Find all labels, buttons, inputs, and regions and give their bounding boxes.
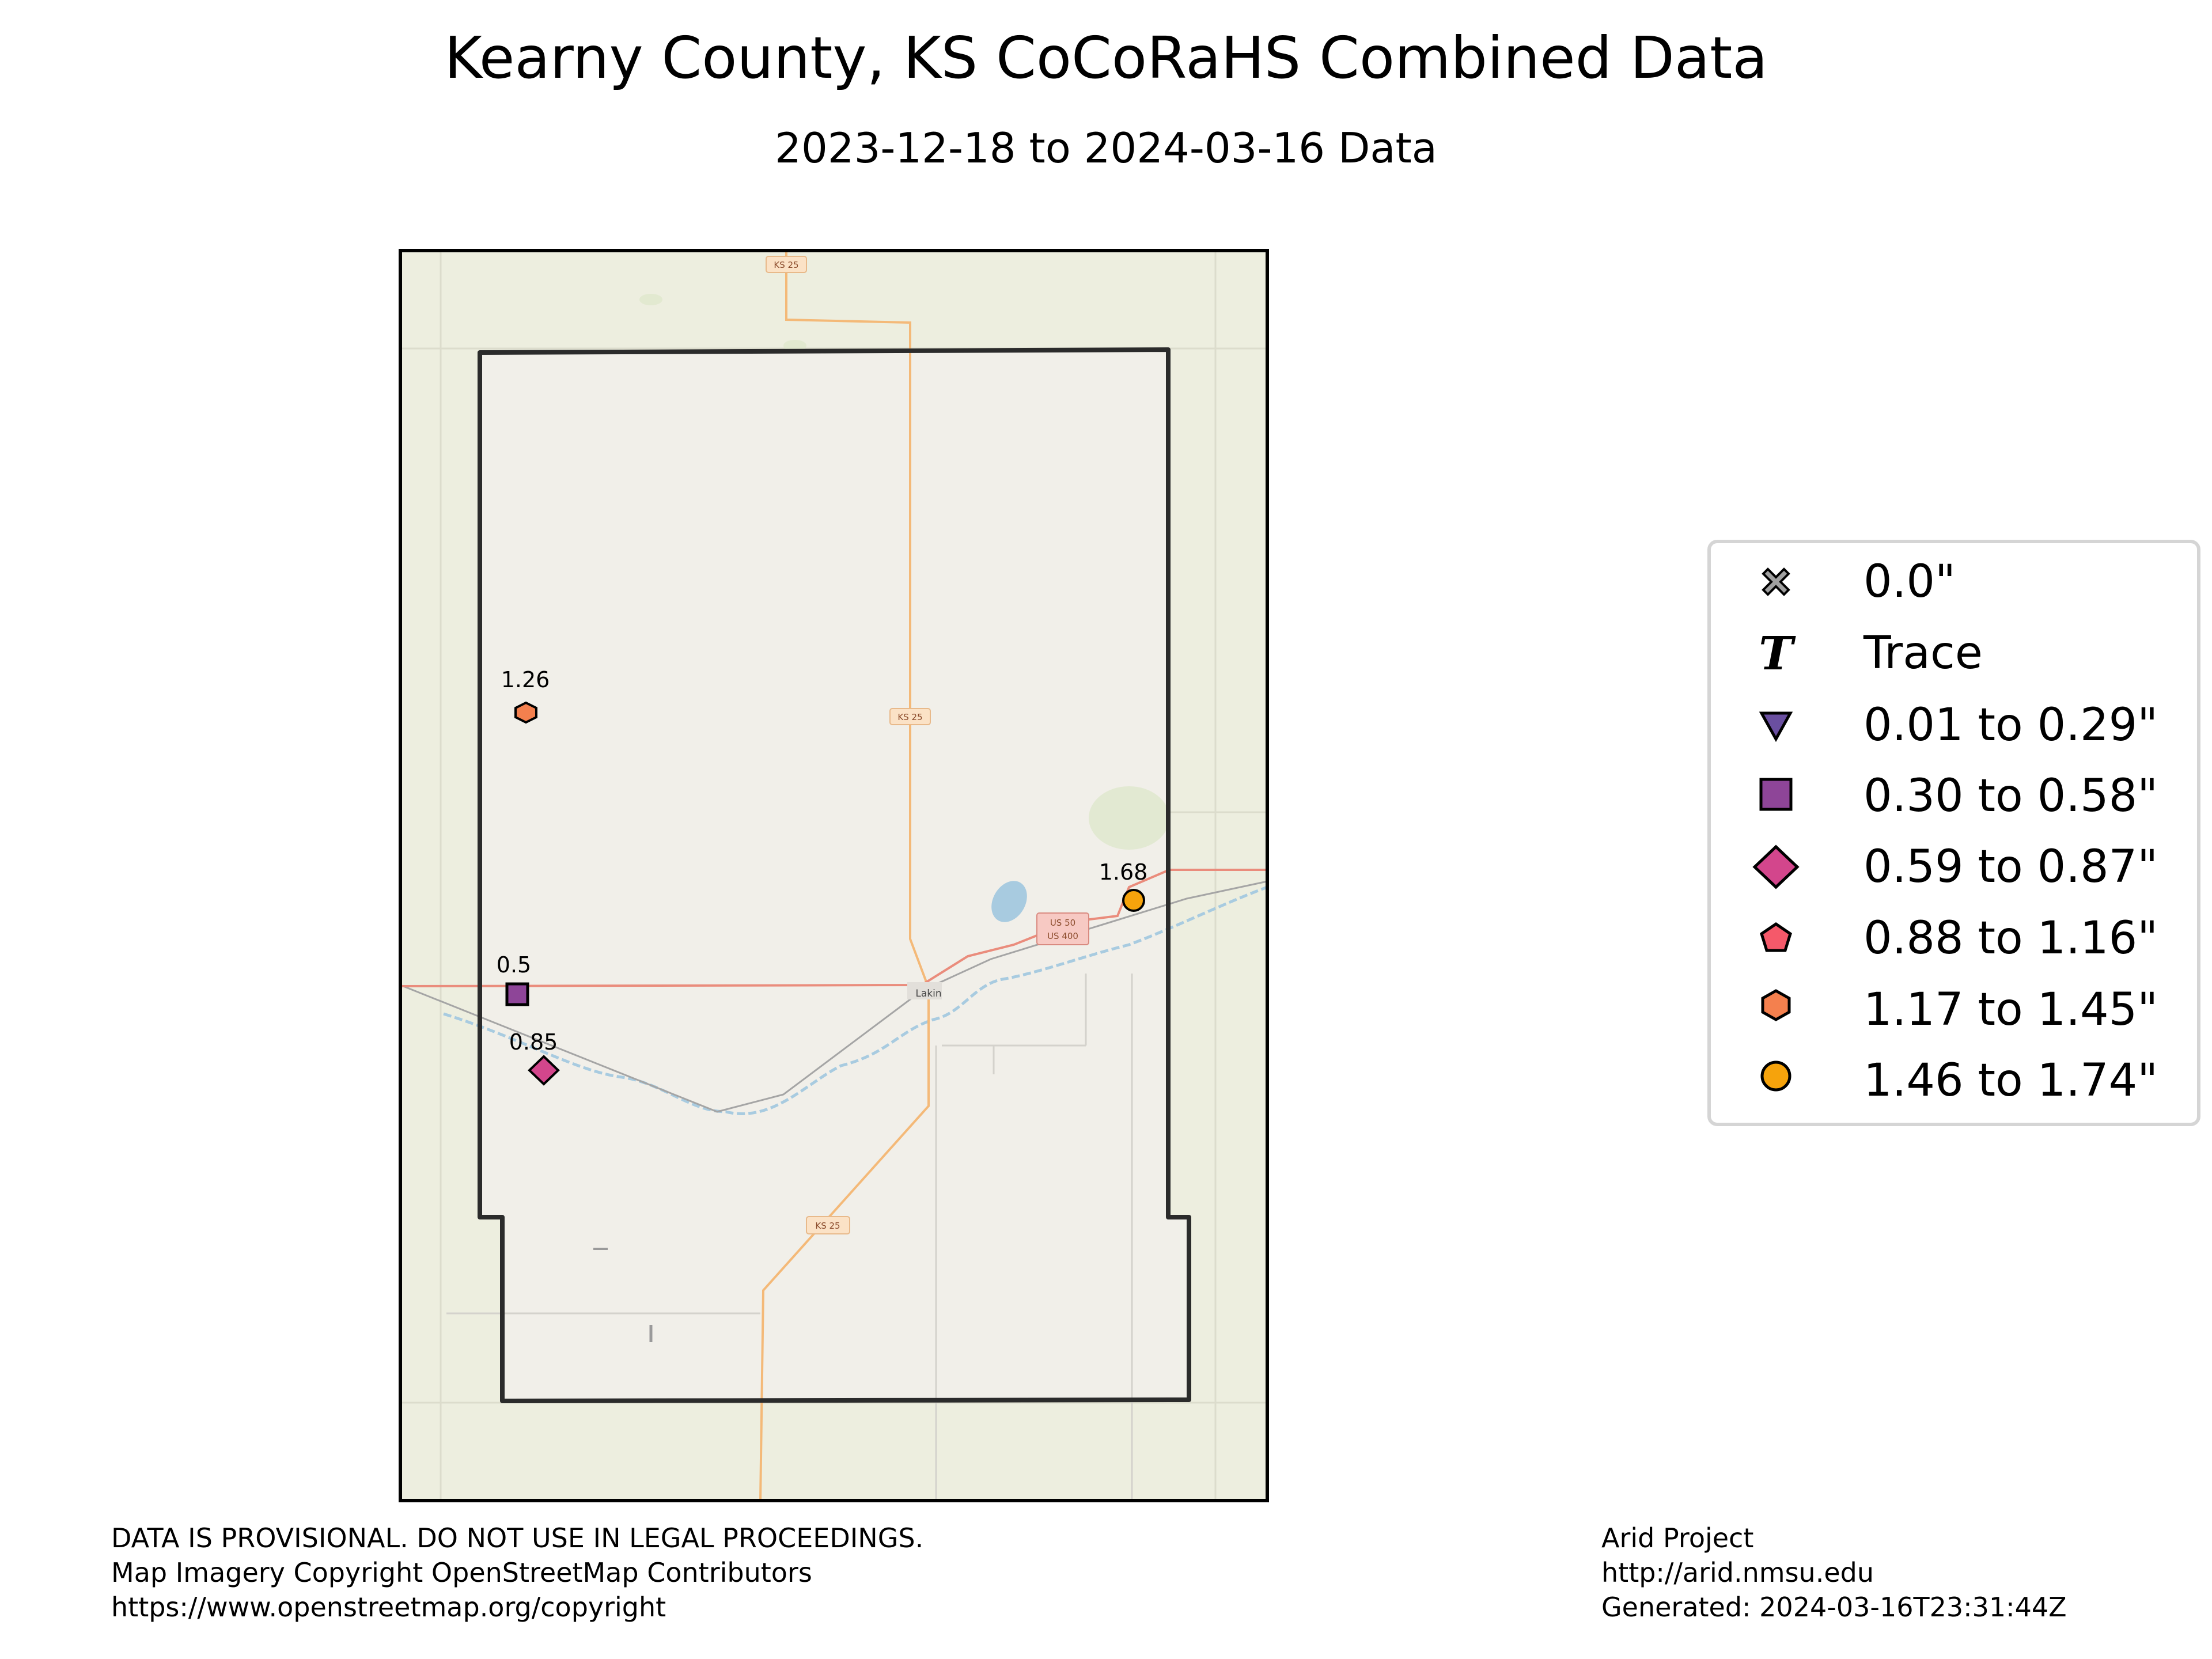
road-label-us50: US 50 <box>1050 918 1075 928</box>
town-label: Lakin <box>915 988 941 999</box>
road-shields: KS 25 KS 25 KS 25 US 50 US 400 <box>766 256 1089 1234</box>
station-value-label: 1.26 <box>501 667 550 692</box>
hexagon-icon <box>1761 989 1791 1021</box>
arkansas-river <box>443 885 1268 1116</box>
road-ks25 <box>759 251 930 1501</box>
hexagon-icon <box>514 701 537 724</box>
legend-item-0-59: 0.59 to 0.87" <box>1752 841 2158 893</box>
town-area <box>907 982 942 999</box>
x-icon <box>1762 567 1790 596</box>
legend-item-0-88: 0.88 to 1.16" <box>1760 912 2158 964</box>
legend-item-0-01: 0.01 to 0.29" <box>1759 699 2158 751</box>
footer-credits: Arid Project http://arid.nmsu.edu Genera… <box>1601 1521 2067 1624</box>
station-value-label: 0.5 <box>497 952 531 978</box>
pentagon-icon <box>1760 922 1792 952</box>
county-border <box>478 347 1191 1403</box>
legend-item-1-17: 1.17 to 1.45" <box>1761 984 2158 1036</box>
legend-label: 0.30 to 0.58" <box>1863 770 2158 822</box>
legend: 0.0" T Trace 0.01 to 0.29" 0.30 to 0.58"… <box>1707 540 2200 1126</box>
square-icon <box>505 982 529 1006</box>
road-label-ks25-south: KS 25 <box>815 1221 840 1231</box>
legend-label: 0.0" <box>1863 556 1956 608</box>
square-icon <box>1759 778 1793 811</box>
station-markers: 1.26 1.68 0.5 0.85 <box>497 667 1148 1086</box>
footer-disclaimer: DATA IS PROVISIONAL. DO NOT USE IN LEGAL… <box>111 1521 923 1624</box>
copyright-text: Map Imagery Copyright OpenStreetMap Cont… <box>111 1557 812 1588</box>
road-label-ks25-center: KS 25 <box>897 712 922 722</box>
legend-label: 0.01 to 0.29" <box>1863 699 2158 751</box>
station-0-5[interactable]: 0.5 <box>497 952 531 1006</box>
local-roads <box>446 974 1133 1501</box>
legend-label: 1.17 to 1.45" <box>1863 984 2158 1036</box>
legend-label: 1.46 to 1.74" <box>1863 1055 2158 1107</box>
legend-item-1-46: 1.46 to 1.74" <box>1760 1055 2158 1107</box>
diamond-icon <box>528 1055 560 1086</box>
station-value-label: 0.85 <box>509 1029 558 1055</box>
station-1-68[interactable]: 1.68 <box>1099 859 1148 912</box>
t-icon: T <box>1759 626 1796 680</box>
map-subtitle: 2023-12-18 to 2024-03-16 Data <box>775 124 1437 172</box>
circle-icon <box>1122 889 1145 912</box>
legend-box <box>1707 540 2200 1126</box>
disclaimer-text: DATA IS PROVISIONAL. DO NOT USE IN LEGAL… <box>111 1522 924 1554</box>
station-value-label: 1.68 <box>1099 859 1148 885</box>
lake <box>991 881 1027 922</box>
legend-item-0-30: 0.30 to 0.58" <box>1759 770 2158 822</box>
road-label-ks25-north: KS 25 <box>774 260 798 270</box>
vegetation-patches <box>639 294 1169 850</box>
map-title: Kearny County, KS CoCoRaHS Combined Data <box>444 24 1768 92</box>
legend-item-zero: 0.0" <box>1762 556 1956 608</box>
legend-label: Trace <box>1863 627 1983 679</box>
legend-label: 0.88 to 1.16" <box>1863 912 2158 964</box>
legend-item-trace: T Trace <box>1759 626 1983 680</box>
county-area <box>480 350 1189 1401</box>
circle-icon <box>1760 1060 1791 1092</box>
legend-label: 0.59 to 0.87" <box>1863 841 2158 893</box>
copyright-url[interactable]: https://www.openstreetmap.org/copyright <box>111 1592 666 1623</box>
station-1-26[interactable]: 1.26 <box>501 667 550 724</box>
generated-timestamp: Generated: 2024-03-16T23:31:44Z <box>1601 1592 2067 1623</box>
road-label-us400: US 400 <box>1047 931 1078 941</box>
map-frame <box>399 249 1269 1502</box>
project-url[interactable]: http://arid.nmsu.edu <box>1601 1557 1874 1588</box>
diamond-icon <box>1752 844 1800 889</box>
station-0-85[interactable]: 0.85 <box>509 1029 560 1086</box>
triangle-down-icon <box>1759 711 1793 743</box>
project-name: Arid Project <box>1601 1522 1754 1554</box>
